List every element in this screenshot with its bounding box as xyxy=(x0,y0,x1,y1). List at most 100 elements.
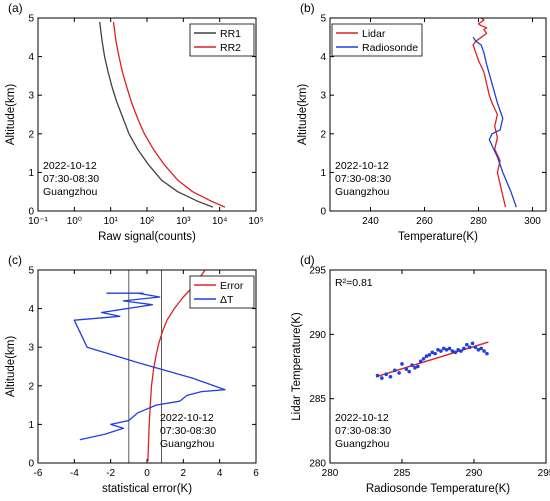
scatter-point xyxy=(416,364,420,369)
y-tick-label: 0 xyxy=(28,207,34,218)
scatter-point xyxy=(441,346,446,351)
y-tick-label: 4 xyxy=(28,304,34,315)
scatter-point xyxy=(380,376,384,380)
x-tick-label: 10¹ xyxy=(103,216,118,227)
x-tick-label: 4 xyxy=(217,468,223,479)
x-tick-label: -6 xyxy=(34,468,43,479)
y-tick-label: 285 xyxy=(309,394,326,405)
y-tick-label: 4 xyxy=(320,52,326,63)
scatter-point xyxy=(433,351,437,356)
x-tick-label: 295 xyxy=(538,468,550,479)
x-tick-label: 300 xyxy=(524,216,541,227)
scatter-point xyxy=(439,349,443,353)
scatter-point xyxy=(375,373,380,378)
x-tick-label: 10⁵ xyxy=(248,216,263,227)
y-tick-label: 295 xyxy=(309,266,326,277)
series-line-Radiosonde xyxy=(472,36,517,208)
scatter-point xyxy=(418,359,423,364)
y-tick-label: 2 xyxy=(320,129,326,140)
y-axis-label: Altitude(km) xyxy=(297,84,309,146)
panel-b: (b) 240 260 280 300 0 1 2 3 4 5 Temperature(K) Altit… xyxy=(297,1,547,243)
scatter-point xyxy=(407,369,412,374)
y-tick-label: 1 xyxy=(28,168,34,179)
scatter-point xyxy=(467,345,472,350)
legend-label: RR1 xyxy=(220,28,241,40)
scatter-point xyxy=(400,362,404,366)
legend-box xyxy=(189,275,255,309)
x-tick-label: 10⁻¹ xyxy=(28,216,48,227)
scatter-point xyxy=(470,341,475,346)
y-tick-label: 5 xyxy=(28,266,34,277)
annotation-line: Guangzhou xyxy=(160,438,214,450)
panel-label: (c) xyxy=(8,253,22,267)
scatter-point xyxy=(436,347,440,352)
series-line-RR1 xyxy=(99,21,214,208)
scatter-point xyxy=(462,346,466,351)
y-axis-label: Altitude(km) xyxy=(5,84,17,146)
y-tick-label: 290 xyxy=(309,330,326,341)
y-tick-label: 3 xyxy=(28,91,34,102)
x-tick-label: 260 xyxy=(416,216,433,227)
legend-box xyxy=(189,23,255,57)
scatter-point xyxy=(404,367,409,371)
scatter-point xyxy=(384,372,388,377)
scatter-point xyxy=(473,345,478,350)
annotation-line: 2022-10-12 xyxy=(335,160,389,172)
annotation-line: 2022-10-12 xyxy=(335,412,389,424)
series-line-Error xyxy=(147,270,206,462)
x-tick-label: 240 xyxy=(362,216,379,227)
y-tick-label: 5 xyxy=(320,14,326,25)
y-tick-label: 2 xyxy=(28,129,34,140)
y-tick-label: 280 xyxy=(309,459,326,470)
x-tick-label: 285 xyxy=(394,468,411,479)
x-tick-label: 290 xyxy=(466,468,483,479)
panel-d: (d) 280 285 290 295 280 285 290 295 Radiosonde Te… xyxy=(291,253,550,495)
r-squared-label: R²=0.81 xyxy=(335,277,373,289)
series-line-ΔT xyxy=(73,292,226,441)
y-tick-label: 0 xyxy=(28,459,34,470)
scatter-point xyxy=(465,342,469,347)
y-tick-label: 1 xyxy=(28,420,34,431)
x-tick-label: 10² xyxy=(140,216,155,227)
scatter-point xyxy=(459,349,463,353)
x-tick-label: 280 xyxy=(322,468,339,479)
x-tick-label: 2 xyxy=(181,468,187,479)
scatter-point xyxy=(456,347,460,352)
annotation-line: 07:30-08:30 xyxy=(335,173,391,185)
scatter-point xyxy=(397,371,401,375)
legend-label: Lidar xyxy=(362,28,386,40)
y-tick-label: 2 xyxy=(28,381,34,392)
y-tick-label: 3 xyxy=(320,91,326,102)
panel-a: (a) 10⁻¹ 10⁰ 10¹ 10² 10³ 10⁴ 10⁵ 0 1 2 3 4 5 Raw signa… xyxy=(5,1,264,243)
legend-label: RR2 xyxy=(220,42,241,54)
y-tick-label: 3 xyxy=(28,343,34,354)
x-tick-label: 10⁰ xyxy=(67,216,82,227)
scatter-point xyxy=(393,368,397,373)
legend-label: Radiosonde xyxy=(362,42,418,54)
scatter-point xyxy=(444,347,449,352)
panel-label: (b) xyxy=(300,1,315,15)
series-group xyxy=(375,341,489,380)
annotation-line: 07:30-08:30 xyxy=(335,425,391,437)
y-tick-label: 4 xyxy=(28,52,34,63)
x-axis-label: Radiosonde Temperature(K) xyxy=(366,483,510,495)
x-axis-label: statistical error(K) xyxy=(102,483,192,495)
series-group xyxy=(73,270,226,462)
scatter-point xyxy=(450,349,455,353)
y-tick-label: 0 xyxy=(320,207,326,218)
legend-label: Error xyxy=(220,280,244,292)
annotation-line: Guangzhou xyxy=(43,186,97,198)
y-axis-label: Altitude(km) xyxy=(5,336,17,398)
fit-line xyxy=(375,341,489,378)
scatter-point xyxy=(447,346,452,351)
x-tick-label: -4 xyxy=(70,468,79,479)
panel-label: (a) xyxy=(8,1,23,15)
series-line-Lidar xyxy=(472,18,507,208)
plot-frame xyxy=(329,269,547,464)
x-tick-label: 0 xyxy=(144,468,150,479)
legend-label: ΔT xyxy=(220,294,234,306)
x-axis-label: Temperature(K) xyxy=(398,231,478,243)
x-tick-label: -2 xyxy=(106,468,115,479)
y-axis-label: Lidar Temperature(K) xyxy=(291,312,303,421)
